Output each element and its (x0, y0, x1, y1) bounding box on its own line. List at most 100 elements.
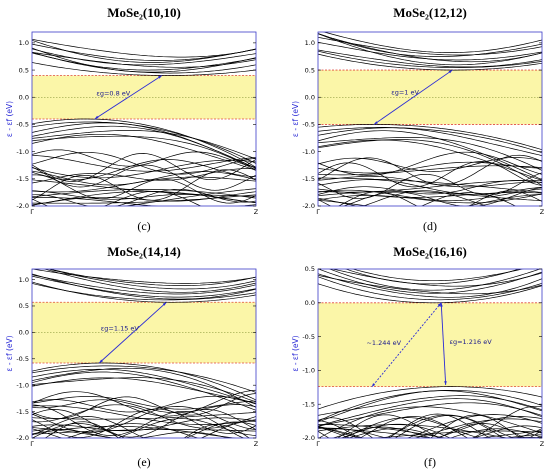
y-tick-label: 0.5 (305, 265, 315, 273)
band-line (318, 41, 542, 61)
panel-caption: (c) (137, 219, 150, 233)
band-line (32, 62, 256, 76)
band-line (414, 418, 542, 438)
band-line (318, 274, 542, 295)
band-line (32, 194, 256, 204)
band-line (318, 398, 542, 427)
panel-caption: (d) (423, 219, 437, 233)
band-line (318, 276, 542, 301)
y-tick-label: 0.0 (19, 329, 29, 337)
band-line (47, 269, 256, 290)
band-line (32, 409, 256, 438)
x-tick-label: Γ (30, 440, 34, 448)
y-tick-label: -0.5 (16, 121, 29, 129)
band-line (318, 426, 542, 438)
panel-title: MoSe₂(14,14) (107, 244, 181, 259)
band-line (32, 189, 256, 199)
band-line (351, 269, 525, 282)
gap-arrow (440, 302, 447, 386)
band-line (322, 32, 542, 53)
band-line (328, 269, 541, 291)
band-line (318, 36, 542, 56)
y-tick-label: -0.5 (302, 333, 315, 341)
y-tick-label: -1.0 (302, 367, 315, 375)
band-panel-2: MoSe₂(12,12) εg=1 eV -2.0 -1.5 -1.0 -0.5 0.0 0.… (291, 5, 545, 233)
gap-annotation: εg=1.15 eV (101, 325, 140, 333)
panel-title: MoSe₂(12,12) (393, 5, 467, 20)
band-lines (32, 38, 256, 206)
arrow-head (99, 359, 103, 363)
band-line (318, 416, 542, 438)
band-line (318, 199, 371, 206)
band-line (318, 127, 542, 156)
band-line (32, 427, 116, 438)
y-tick-label: -2.0 (302, 202, 315, 210)
band-line (32, 396, 256, 410)
band-line (32, 377, 256, 403)
band-line (32, 421, 256, 438)
band-line (337, 405, 542, 438)
band-line (32, 130, 256, 160)
gap-annotation: ~1.244 eV (366, 339, 401, 347)
arrow-head (374, 121, 378, 125)
x-tick-label: Z (540, 440, 545, 448)
y-tick-label: 0.0 (305, 299, 315, 307)
band-line (32, 135, 256, 171)
band-line (318, 273, 542, 298)
band-panel-4: MoSe₂(16,16) εg=1.216 eV ~1.244 eV -2.0 -1.5… (291, 244, 545, 469)
band-line (342, 187, 542, 206)
x-tick-label: Z (254, 208, 259, 216)
arrow-head (444, 381, 447, 385)
band-line (318, 157, 542, 172)
band-lines (318, 32, 542, 206)
arrow-head (448, 70, 453, 74)
band-line (32, 125, 256, 169)
panel-caption: (e) (137, 455, 150, 469)
y-tick-label: -1.5 (302, 175, 315, 183)
x-tick-label: Γ (316, 440, 320, 448)
band-line (318, 192, 517, 206)
y-axis-label: ε - εf (eV) (5, 101, 14, 137)
band-line (318, 180, 542, 195)
band-line (32, 153, 256, 182)
band-line (32, 190, 202, 206)
band-line (318, 175, 542, 188)
y-tick-label: -1.5 (16, 175, 29, 183)
y-tick-label: 1.0 (19, 39, 29, 47)
y-tick-label: 0.0 (305, 93, 315, 101)
band-line (66, 423, 199, 438)
plot-frame (317, 268, 543, 439)
y-tick-label: -1.5 (16, 408, 29, 416)
band-line (318, 49, 542, 68)
y-tick-label: 1.0 (19, 276, 29, 284)
gap-arrow (98, 301, 167, 364)
band-line (32, 133, 256, 171)
band-lines (318, 269, 542, 438)
y-axis-label: ε - εf (eV) (291, 101, 300, 137)
band-line (32, 48, 256, 66)
arrow-head (371, 383, 376, 387)
band-line (318, 188, 542, 198)
band-line (318, 33, 542, 57)
y-tick-label: -2.0 (302, 434, 315, 442)
y-tick-label: -0.5 (302, 121, 315, 129)
band-line (318, 386, 542, 410)
band-line (123, 188, 256, 206)
band-line (318, 283, 542, 304)
band-line (32, 197, 256, 206)
band-line (32, 408, 256, 438)
band-line (338, 190, 542, 206)
band-line (32, 368, 256, 405)
band-line (318, 413, 542, 438)
band-lines (32, 269, 256, 438)
band-line (318, 127, 542, 154)
y-tick-label: 1.0 (305, 39, 315, 47)
band-panel-1: MoSe₂(10,10) εg=0.8 eV -2.0 -1.5 -1.0 -0.5 0.0… (5, 5, 259, 233)
band-line (32, 118, 256, 168)
band-line (32, 190, 256, 206)
plot-frame (31, 31, 257, 207)
band-line (318, 137, 542, 171)
band-line (318, 402, 542, 427)
band-line (318, 139, 542, 186)
